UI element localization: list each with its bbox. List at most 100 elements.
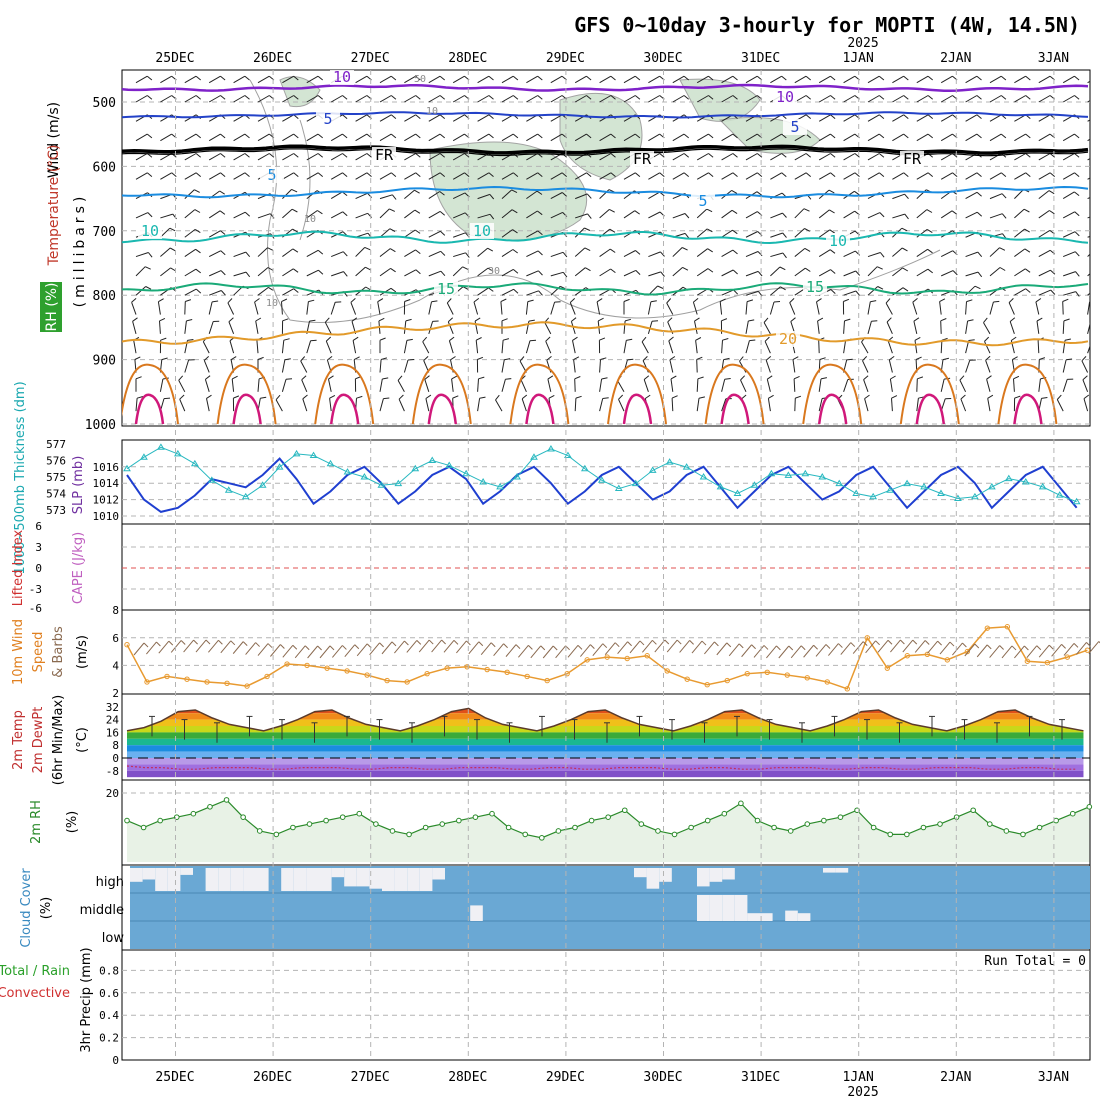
wind-barb-flag (512, 229, 518, 234)
wind-barb-staff (330, 95, 343, 103)
wind10-barb (431, 639, 442, 653)
wind-barb-flag (511, 189, 518, 194)
wind-barb-flag (293, 288, 299, 293)
wind-barb-staff (940, 340, 943, 354)
wind-barb-staff (1009, 321, 1015, 335)
wind-barb-flag (439, 133, 446, 139)
precip-tick-label: 0 (112, 1054, 119, 1067)
wind-barb-staff (526, 230, 539, 238)
wind-barb-flag (645, 394, 651, 399)
wind-barb-flag (131, 298, 137, 303)
wind-barb-staff (770, 75, 782, 84)
wind10-label-b: Speed (31, 632, 46, 673)
wind10-barb-flag (1048, 644, 1054, 650)
wind-barb-flag (529, 339, 537, 342)
wind-barb-flag (781, 133, 787, 139)
wind-barb-flag (1049, 210, 1055, 215)
wind-barb-flag (352, 336, 359, 341)
wind-barb-staff (1014, 153, 1026, 161)
wind-barb-flag (220, 270, 226, 276)
wind-barb-flag (599, 337, 606, 341)
cloud-middle-cell (722, 895, 735, 921)
wind-barb-flag (816, 298, 822, 303)
wind10-barb (753, 645, 765, 658)
rh2m-marker (771, 824, 777, 831)
wind-barb-staff (477, 378, 479, 392)
wind10-speed-marker (984, 625, 991, 631)
wind-barb-flag (148, 252, 153, 258)
wind-barb-staff (668, 340, 674, 354)
cloud-middle-cell (709, 895, 723, 921)
wind-barb-staff (379, 378, 383, 392)
wind10-barb-flag (490, 642, 496, 648)
wind-barb-staff (599, 172, 612, 180)
wind-barb-staff (940, 320, 942, 334)
wind-barb-flag (407, 359, 415, 361)
wind-barb-flag (926, 209, 933, 213)
wind10-barb (567, 645, 579, 658)
wind-barb-staff (501, 95, 514, 103)
wind10-speed-marker (1044, 659, 1051, 666)
wind-barb-flag (501, 318, 508, 322)
isotherm-label-bg (470, 223, 494, 239)
wind10-barb (505, 644, 517, 657)
wind10-speed-marker (404, 679, 410, 685)
wind-barb-staff (184, 359, 190, 373)
wind-barb-flag (500, 298, 507, 303)
wind-barb-staff (721, 172, 734, 180)
wind-barb-flag (903, 75, 909, 81)
wind-barb-flag (353, 356, 360, 361)
cloud-row-high: high (96, 875, 124, 890)
wind-barb-staff (843, 270, 856, 277)
wind-barb-flag (666, 298, 672, 304)
thickness-marker (1038, 482, 1047, 490)
thickness-marker (292, 449, 301, 457)
wind-barb-flag (733, 289, 739, 295)
wind-barb-flag (846, 358, 853, 361)
wind10-barb-flag (218, 639, 223, 645)
wind-barb-flag (1056, 394, 1062, 400)
cloud-high-cell (142, 868, 156, 880)
wind-barb-flag (657, 285, 664, 289)
rh2m-marker (555, 828, 562, 834)
wind-barb-flag (244, 133, 250, 139)
isotherm-label: 10 (141, 222, 159, 240)
wind-barb-staff (204, 379, 210, 392)
wind-barb-staff (867, 133, 880, 142)
precip-tick-label: 0.2 (99, 1032, 119, 1045)
wind-barb-flag (163, 397, 171, 400)
wind-barb-staff (231, 378, 235, 392)
cloud-high-cell (293, 868, 307, 891)
wind-barb-staff (208, 133, 221, 142)
wind-barb-flag (587, 213, 592, 219)
wind-barb-staff (745, 172, 758, 180)
isotherm-label-bg (691, 193, 715, 209)
wind-barb-staff (379, 95, 392, 103)
wind-barb-staff (643, 379, 649, 392)
top-date-label: 25DEC (155, 51, 194, 66)
wind-barb-flag (659, 153, 665, 158)
wind-barb-flag (707, 248, 713, 253)
wind-barb-flag (488, 114, 494, 119)
wind-barb-flag (927, 268, 934, 274)
wind-barb-staff (379, 267, 391, 277)
wind-barb-staff (331, 251, 344, 258)
wind-barb-staff (184, 268, 197, 277)
wind-barb-staff (940, 95, 953, 103)
wind-barb-flag (624, 318, 632, 322)
wind10-barb (542, 645, 554, 659)
wind-barb-flag (528, 319, 535, 322)
wind-barb-staff (306, 153, 319, 161)
thickness-marker (784, 471, 793, 478)
thickness-marker (597, 476, 606, 483)
wind-barb-staff (227, 302, 235, 315)
wind-barb-flag (854, 190, 860, 196)
wind-barb-staff (1087, 158, 1090, 161)
wind10-barb-flag (292, 644, 298, 650)
wind10-barb-flag (590, 644, 595, 649)
wind10-barb (245, 642, 256, 655)
wind-barb-staff (794, 172, 807, 180)
wind-barb-flag (878, 75, 885, 81)
surface-isotherm-loop (899, 363, 960, 425)
